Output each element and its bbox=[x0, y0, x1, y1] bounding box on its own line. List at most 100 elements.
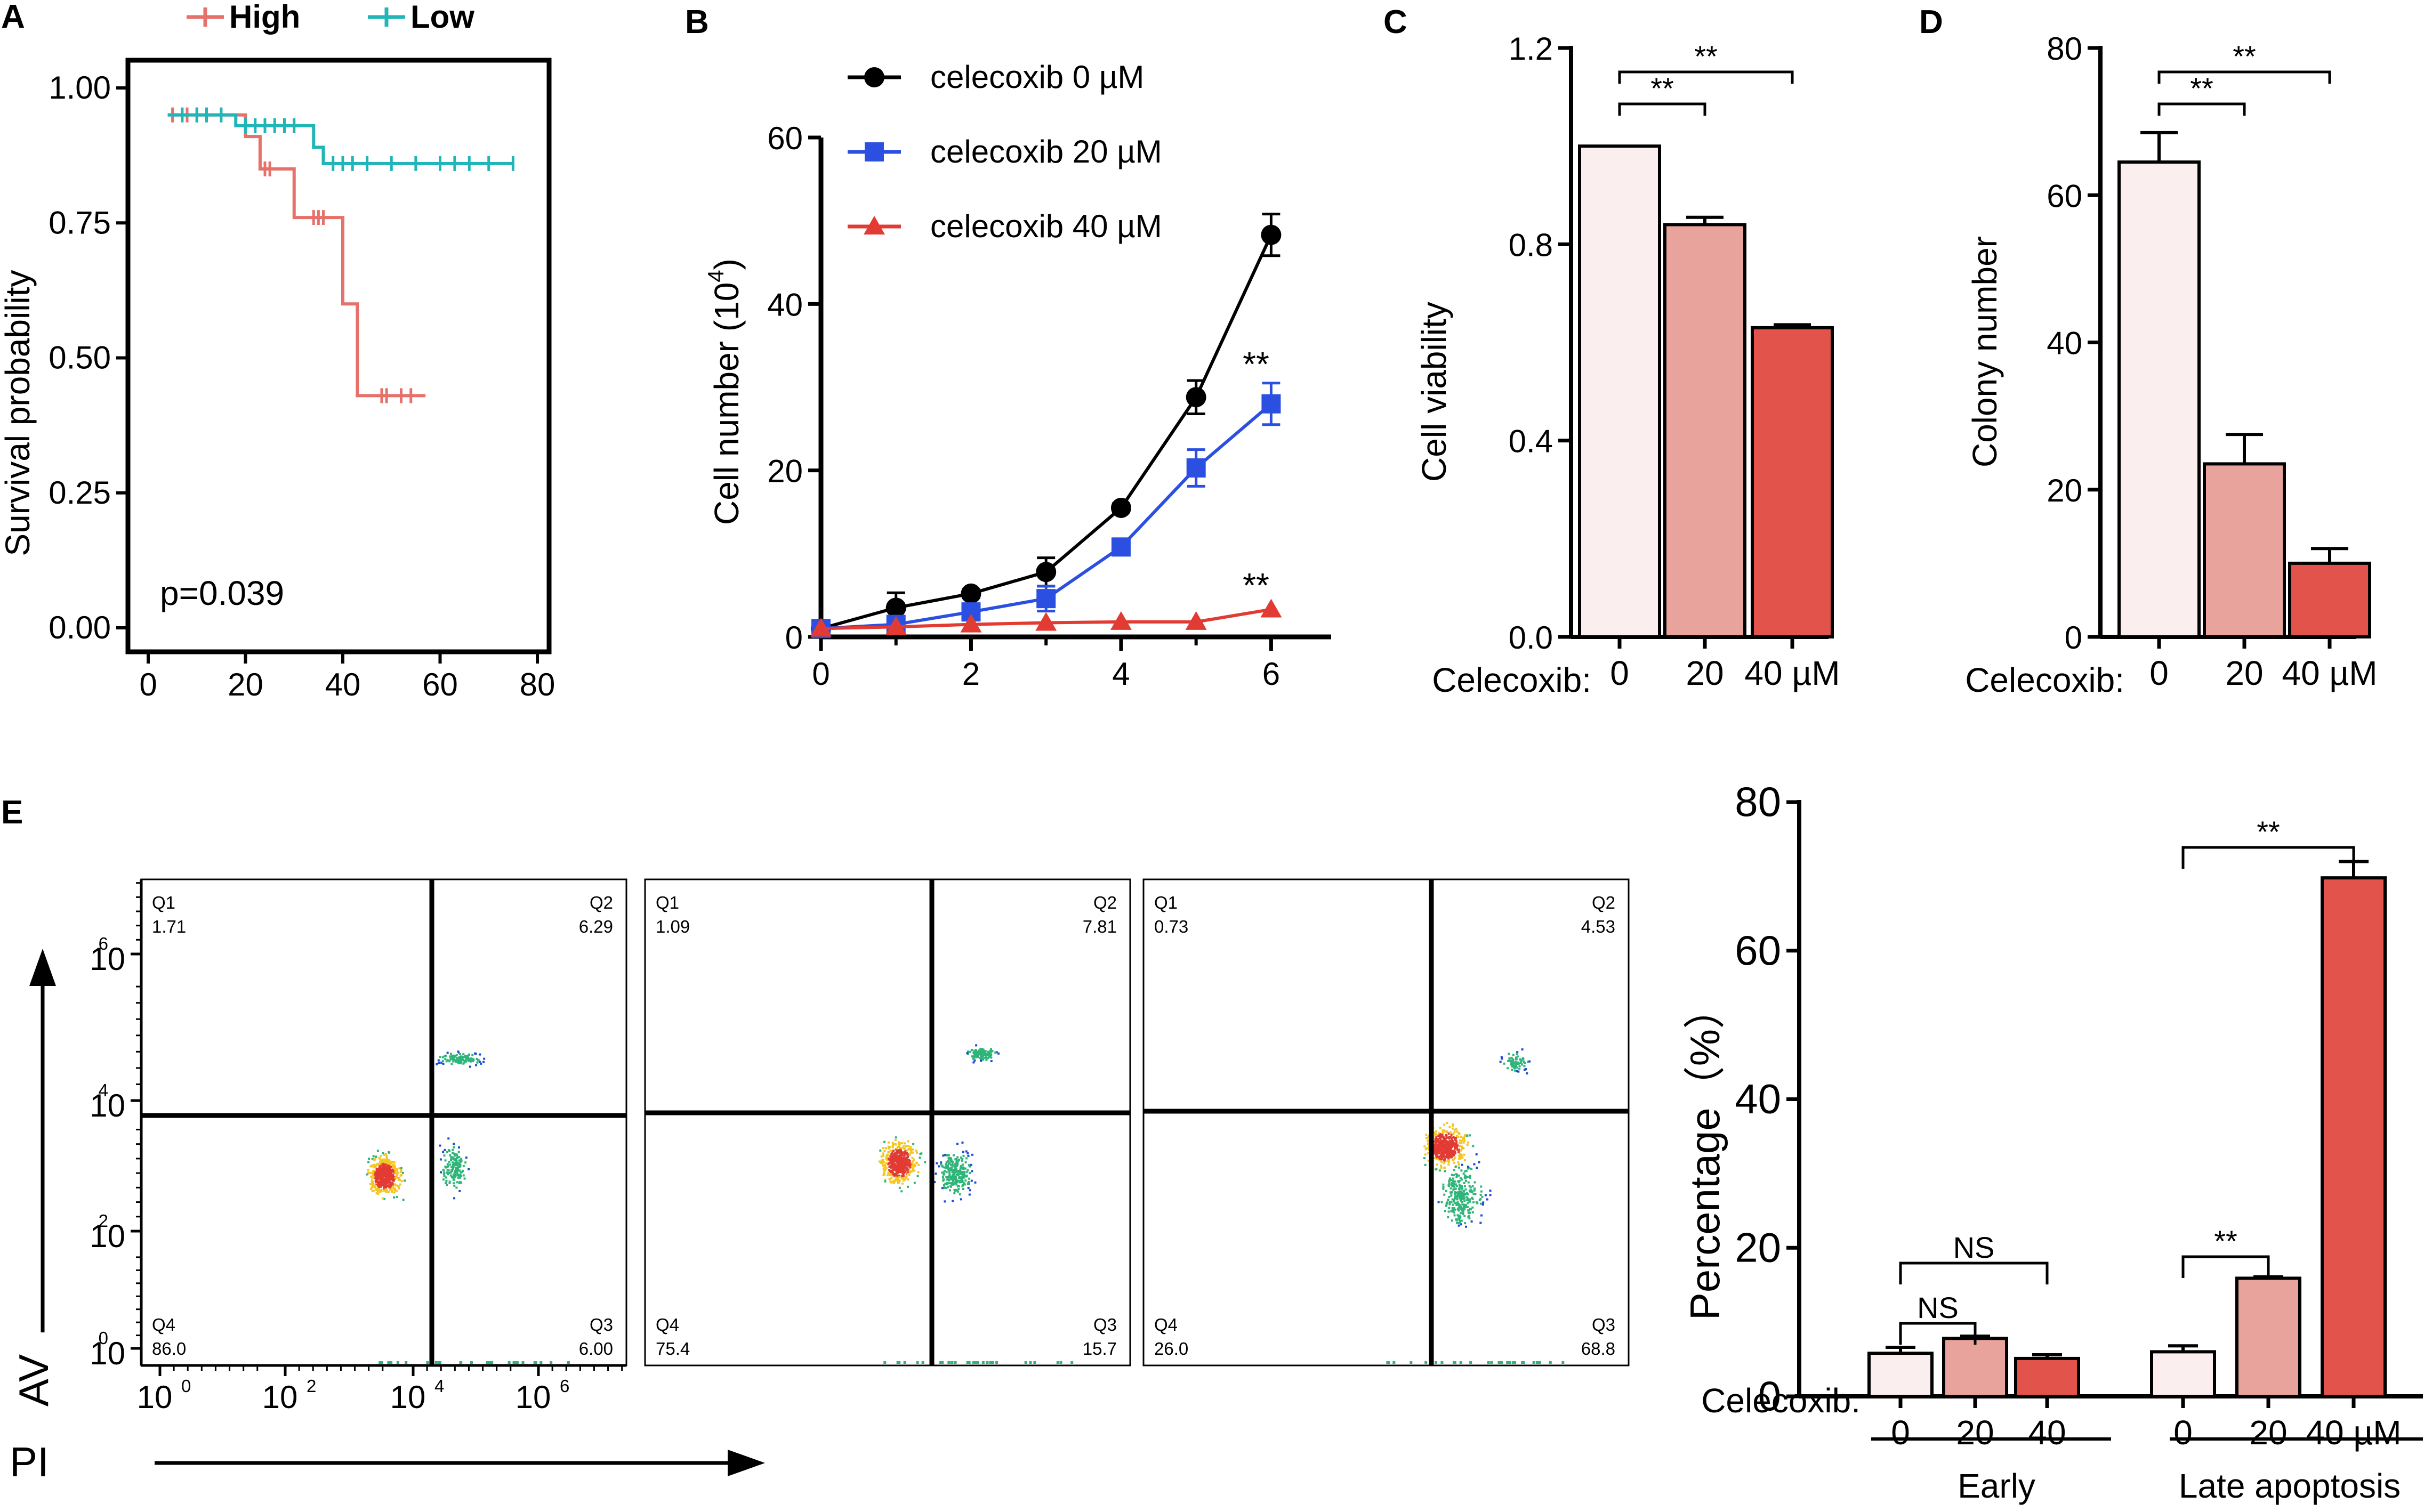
flow-event bbox=[891, 1144, 894, 1147]
flow-event bbox=[967, 1186, 970, 1189]
flow-event bbox=[1471, 1198, 1474, 1200]
flow-event bbox=[1428, 1135, 1430, 1137]
flow-event bbox=[1512, 1361, 1515, 1364]
flow-event bbox=[1446, 1122, 1448, 1125]
flow-event bbox=[968, 1193, 971, 1196]
legend-label-high: High bbox=[229, 0, 300, 35]
flow-event bbox=[1427, 1143, 1429, 1145]
flow-event bbox=[1509, 1361, 1512, 1364]
flow-event bbox=[474, 1053, 477, 1055]
flow-event bbox=[985, 1055, 988, 1057]
flow-event bbox=[458, 1190, 461, 1192]
flow-event bbox=[1525, 1068, 1527, 1071]
flow-event bbox=[472, 1060, 474, 1063]
flow-event bbox=[1458, 1179, 1461, 1182]
flow-event bbox=[1449, 1156, 1452, 1159]
flow-event bbox=[460, 1061, 463, 1063]
flow-event bbox=[954, 1190, 956, 1192]
flow-event bbox=[1460, 1223, 1462, 1226]
flow-event bbox=[449, 1163, 452, 1166]
flow-event bbox=[391, 1191, 393, 1193]
panel-c-y-label: Cell viability bbox=[1415, 302, 1453, 482]
flow-event bbox=[398, 1167, 401, 1170]
flow-event bbox=[392, 1177, 395, 1180]
flow-plot-2: Q1 1.09 Q2 7.81 Q4 75.4 Q3 15.7 bbox=[644, 878, 1131, 1367]
quadrant-value-q4: 75.4 bbox=[656, 1339, 690, 1359]
flow-event bbox=[462, 1165, 465, 1167]
flow-event bbox=[890, 1177, 893, 1179]
flow-event bbox=[892, 1154, 895, 1157]
flow-event bbox=[920, 1152, 923, 1155]
flow-event bbox=[1448, 1137, 1451, 1140]
flow-event bbox=[897, 1155, 899, 1158]
flow-event bbox=[941, 1171, 944, 1174]
flow-event bbox=[1462, 1211, 1464, 1214]
flow-event bbox=[1464, 1180, 1467, 1183]
flow-event bbox=[1463, 1193, 1466, 1196]
flow-event bbox=[1457, 1151, 1460, 1154]
flow-event bbox=[887, 1145, 890, 1148]
flow-event bbox=[887, 1172, 890, 1175]
flow-event bbox=[1442, 1145, 1445, 1147]
flow-event bbox=[1448, 1203, 1451, 1206]
flow-event bbox=[372, 1181, 374, 1183]
flow-event bbox=[945, 1161, 948, 1163]
flow-event bbox=[467, 1057, 470, 1060]
flow-event bbox=[1456, 1203, 1459, 1206]
flow-event bbox=[457, 1057, 460, 1060]
flow-event bbox=[1515, 1056, 1518, 1059]
point-20uM bbox=[1261, 394, 1281, 414]
flow-event bbox=[893, 1167, 896, 1170]
flow-event bbox=[950, 1176, 953, 1178]
flow-event bbox=[1453, 1361, 1456, 1364]
sig-late-40-label: ** bbox=[2257, 815, 2280, 848]
flow-event bbox=[1436, 1152, 1438, 1154]
flow-event bbox=[382, 1175, 385, 1177]
flow-event bbox=[902, 1177, 905, 1180]
flow-event bbox=[896, 1146, 899, 1149]
flow-event bbox=[456, 1170, 458, 1173]
flow-event bbox=[452, 1054, 455, 1057]
flow-event bbox=[1469, 1186, 1472, 1189]
flow-event bbox=[1444, 1139, 1447, 1142]
flow-event bbox=[898, 1166, 900, 1169]
flow-event bbox=[953, 1165, 956, 1168]
flow-event bbox=[386, 1162, 389, 1165]
point-0uM bbox=[1036, 562, 1057, 583]
flow-event bbox=[1515, 1058, 1517, 1061]
flow-event bbox=[1457, 1191, 1460, 1194]
x-tick-label: 20 bbox=[2225, 654, 2263, 692]
flow-event bbox=[904, 1158, 906, 1161]
flow-event bbox=[446, 1151, 448, 1153]
flow-event bbox=[446, 1059, 449, 1062]
flow-event bbox=[459, 1176, 462, 1179]
flow-event bbox=[444, 1057, 447, 1060]
flow-event bbox=[946, 1154, 949, 1157]
flow-event bbox=[890, 1166, 892, 1169]
flow-event bbox=[1489, 1190, 1492, 1192]
flow-event bbox=[887, 1151, 890, 1154]
flow-event bbox=[948, 1158, 951, 1160]
flow-event bbox=[1451, 1198, 1454, 1201]
flow-event bbox=[896, 1147, 898, 1150]
flow-event bbox=[1461, 1209, 1463, 1212]
flow-event bbox=[374, 1171, 377, 1174]
flow-event bbox=[883, 1166, 886, 1169]
flow-event bbox=[887, 1153, 889, 1156]
flow-event bbox=[368, 1172, 371, 1175]
point-0uM bbox=[961, 583, 981, 604]
flow-event bbox=[952, 1180, 954, 1183]
flow-event bbox=[1440, 1161, 1443, 1163]
flow-event bbox=[900, 1151, 903, 1154]
flow-event bbox=[455, 1157, 458, 1159]
flow-event bbox=[1436, 1149, 1439, 1152]
flow-event bbox=[372, 1184, 374, 1187]
flow-event bbox=[1459, 1195, 1461, 1198]
flow-event bbox=[1469, 1361, 1472, 1364]
flow-event bbox=[1463, 1137, 1465, 1139]
flow-event bbox=[393, 1196, 396, 1199]
flow-event bbox=[954, 1361, 957, 1364]
flow-event bbox=[957, 1188, 960, 1191]
flow-event bbox=[1512, 1065, 1515, 1068]
flow-event bbox=[377, 1163, 380, 1166]
